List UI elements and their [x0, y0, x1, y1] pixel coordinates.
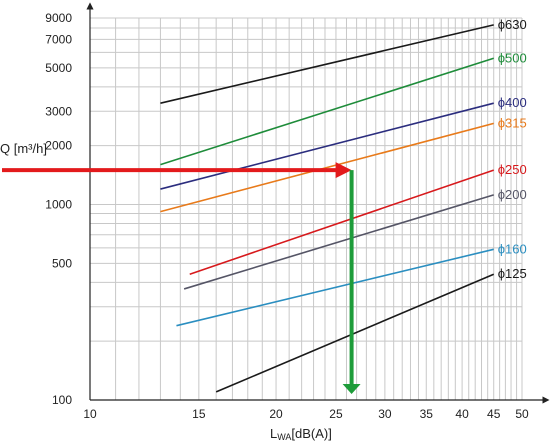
y-tick-label: 7000 [45, 32, 72, 46]
x-axis-label: LWA[dB(A)] [270, 426, 332, 442]
x-tick-label: 40 [455, 407, 469, 421]
series-line [215, 273, 495, 393]
grid [90, 17, 523, 400]
series-line [160, 122, 494, 213]
series-label: ϕ315 [498, 115, 527, 130]
series-line [183, 194, 494, 290]
tick-labels: 10 15 20 25 30 35 40 45 50 100 500 1000 2000 3000 5000… [45, 11, 529, 421]
vertical-arrow-head [342, 384, 361, 394]
y-tick-label: 9000 [45, 11, 72, 25]
series-labels: ϕ630 ϕ500 ϕ400 ϕ315 ϕ250 ϕ200 ϕ160 ϕ125 [498, 17, 527, 281]
axes [86, 2, 550, 404]
y-tick-label: 2000 [45, 139, 72, 153]
horizontal-arrow-head [335, 162, 352, 179]
series-label: ϕ500 [498, 50, 527, 65]
series-line [160, 57, 494, 166]
y-tick-label: 5000 [45, 61, 72, 75]
y-tick-label: 1000 [45, 198, 72, 212]
x-tick-label: 15 [192, 407, 206, 421]
x-tick-label: 20 [269, 407, 283, 421]
series-label: ϕ125 [498, 266, 527, 281]
y-tick-label: 100 [52, 393, 72, 407]
series-label: ϕ160 [498, 241, 527, 256]
series-label: ϕ250 [498, 162, 527, 177]
x-tick-label: 10 [83, 407, 97, 421]
x-tick-label: 25 [329, 407, 343, 421]
x-tick-label: 35 [420, 407, 434, 421]
series-line [176, 248, 494, 327]
series-lines [160, 24, 495, 393]
series-line [160, 24, 494, 104]
x-tick-label: 45 [487, 407, 501, 421]
y-axis-label: Q [m³/h] [0, 141, 47, 156]
series-line [160, 102, 494, 190]
series-label: ϕ630 [498, 17, 527, 32]
series-label: ϕ200 [498, 187, 527, 202]
x-tick-label: 50 [515, 407, 529, 421]
y-tick-label: 3000 [45, 104, 72, 118]
y-tick-label: 500 [52, 256, 72, 270]
x-tick-label: 30 [378, 407, 392, 421]
series-line [189, 169, 494, 275]
example-arrows [2, 162, 361, 394]
series-label: ϕ400 [498, 95, 527, 110]
